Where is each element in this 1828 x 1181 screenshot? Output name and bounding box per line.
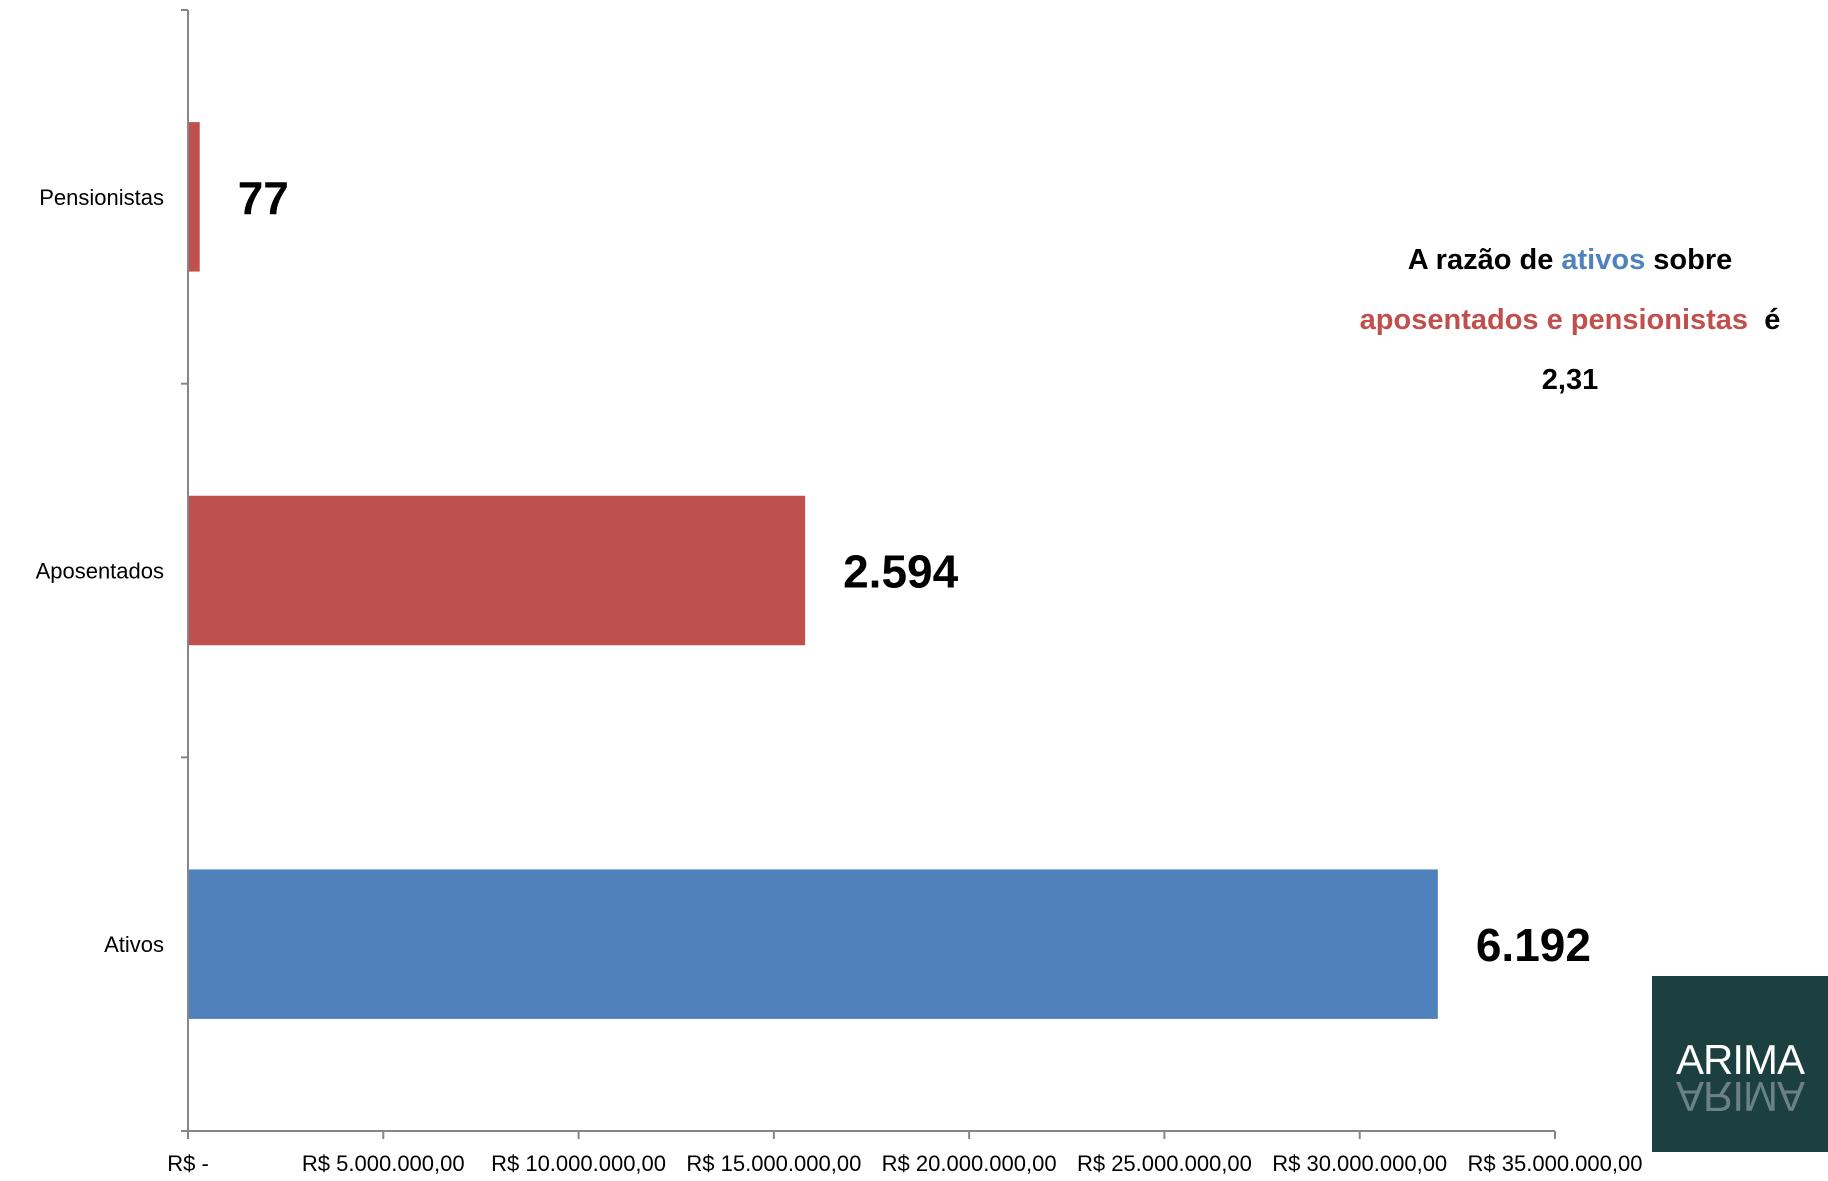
annotation-aposentados-pensionistas: aposentados e pensionistas bbox=[1359, 304, 1749, 336]
category-label-ativos: Ativos bbox=[104, 932, 164, 957]
arima-logo: ARIMA ARIMA bbox=[1652, 976, 1828, 1152]
data-label-aposentados: 2.594 bbox=[843, 546, 959, 598]
data-label-ativos: 6.192 bbox=[1476, 919, 1591, 971]
x-tick-label: R$ 35.000.000,00 bbox=[1468, 1151, 1643, 1176]
annotation-prefix: A razão de bbox=[1407, 244, 1562, 276]
annotation-line-1: A razão de ativos sobre bbox=[1290, 230, 1828, 290]
x-tick-label: R$ 30.000.000,00 bbox=[1272, 1151, 1447, 1176]
data-label-pensionistas: 77 bbox=[238, 172, 289, 224]
x-tick-label: R$ 25.000.000,00 bbox=[1077, 1151, 1252, 1176]
annotation-e: é bbox=[1764, 304, 1781, 336]
logo-text: ARIMA bbox=[1675, 1036, 1805, 1083]
x-tick-label: R$ 5.000.000,00 bbox=[302, 1151, 465, 1176]
annotation-sobre: sobre bbox=[1645, 244, 1733, 276]
annotation-line-2: aposentados e pensionistas é bbox=[1290, 290, 1828, 350]
ratio-annotation: A razão de ativos sobre aposentados e pe… bbox=[1290, 230, 1828, 410]
bar-aposentados bbox=[189, 495, 806, 646]
x-tick-label: R$ 20.000.000,00 bbox=[882, 1151, 1057, 1176]
x-tick-label: R$ 10.000.000,00 bbox=[491, 1151, 666, 1176]
category-label-pensionistas: Pensionistas bbox=[39, 185, 164, 210]
x-tick-label: R$ 15.000.000,00 bbox=[686, 1151, 861, 1176]
bar-ativos bbox=[189, 869, 1438, 1019]
category-label-aposentados: Aposentados bbox=[36, 559, 164, 584]
logo-text-reflection: ARIMA bbox=[1675, 1073, 1804, 1120]
annotation-ratio: 2,31 bbox=[1541, 364, 1599, 396]
x-tick-label: R$ - bbox=[167, 1151, 209, 1176]
bar-pensionistas bbox=[189, 122, 200, 272]
annotation-ativos: ativos bbox=[1561, 244, 1646, 276]
